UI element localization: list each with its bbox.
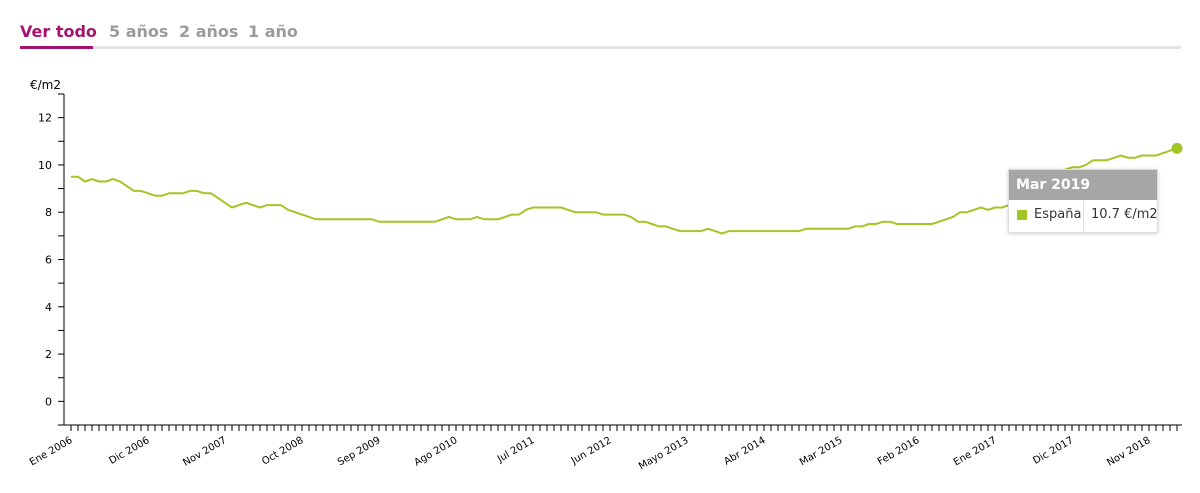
period-tabs: Ver todo 5 años 2 años 1 año bbox=[20, 18, 1181, 50]
tabs-rail bbox=[20, 46, 1181, 49]
y-tick-label: 4 bbox=[45, 301, 52, 314]
data-tooltip: Mar 2019 España 10.7 €/m2 bbox=[1008, 169, 1158, 233]
x-tick-label: Dic 2017 bbox=[1031, 435, 1075, 467]
series-group bbox=[71, 142, 1183, 235]
x-tick-label: Sep 2009 bbox=[336, 435, 383, 468]
tooltip-series-name: España bbox=[1034, 207, 1082, 222]
x-tick-label: Mayo 2013 bbox=[637, 435, 690, 472]
x-tick-label: Ene 2006 bbox=[28, 435, 75, 468]
tooltip-row: España 10.7 €/m2 bbox=[1009, 200, 1158, 231]
tooltip-value: 10.7 €/m2 bbox=[1091, 207, 1158, 222]
x-tick-label: Oct 2008 bbox=[260, 435, 305, 467]
x-tick-label: Mar 2015 bbox=[798, 435, 845, 468]
x-tick-label: Dic 2006 bbox=[107, 435, 151, 467]
x-tick-label: Jul 2011 bbox=[495, 435, 537, 465]
tab-1-ano[interactable]: 1 año bbox=[248, 22, 298, 41]
y-tick-label: 10 bbox=[38, 159, 52, 172]
y-tick-label: 0 bbox=[45, 395, 52, 408]
y-tick-label: 6 bbox=[45, 254, 52, 267]
x-tick-label: Ene 2017 bbox=[952, 435, 999, 468]
x-tick-label: Nov 2007 bbox=[181, 435, 228, 469]
series-line-espana bbox=[71, 147, 1178, 235]
x-tick-label: Feb 2016 bbox=[876, 435, 922, 468]
y-tick-label: 12 bbox=[38, 112, 52, 125]
x-tick-label: Jun 2012 bbox=[569, 435, 614, 467]
y-axis-unit-label: €/m2 bbox=[30, 78, 61, 92]
x-tick-label: Nov 2018 bbox=[1105, 435, 1152, 469]
highlight-point bbox=[1171, 142, 1183, 154]
tooltip-divider bbox=[1083, 200, 1084, 231]
tab-ver-todo[interactable]: Ver todo bbox=[20, 22, 97, 41]
active-tab-underline bbox=[20, 46, 93, 49]
x-axis-ticks: Ene 2006 Dic 2006 Nov 2007 Oct 2008 Sep 2009… bbox=[28, 425, 1178, 472]
tab-2-anos[interactable]: 2 años bbox=[179, 22, 239, 41]
y-tick-label: 2 bbox=[45, 348, 52, 361]
y-axis-ticks: 0 2 4 6 8 10 12 bbox=[38, 93, 64, 426]
tab-5-anos[interactable]: 5 años bbox=[109, 22, 169, 41]
series-swatch bbox=[1017, 210, 1027, 220]
chart-axes: €/m2 bbox=[30, 78, 1182, 426]
x-tick-label: Abr 2014 bbox=[722, 435, 767, 467]
y-tick-label: 8 bbox=[45, 206, 52, 219]
tooltip-title: Mar 2019 bbox=[1009, 170, 1157, 200]
x-tick-label: Ago 2010 bbox=[412, 435, 459, 468]
